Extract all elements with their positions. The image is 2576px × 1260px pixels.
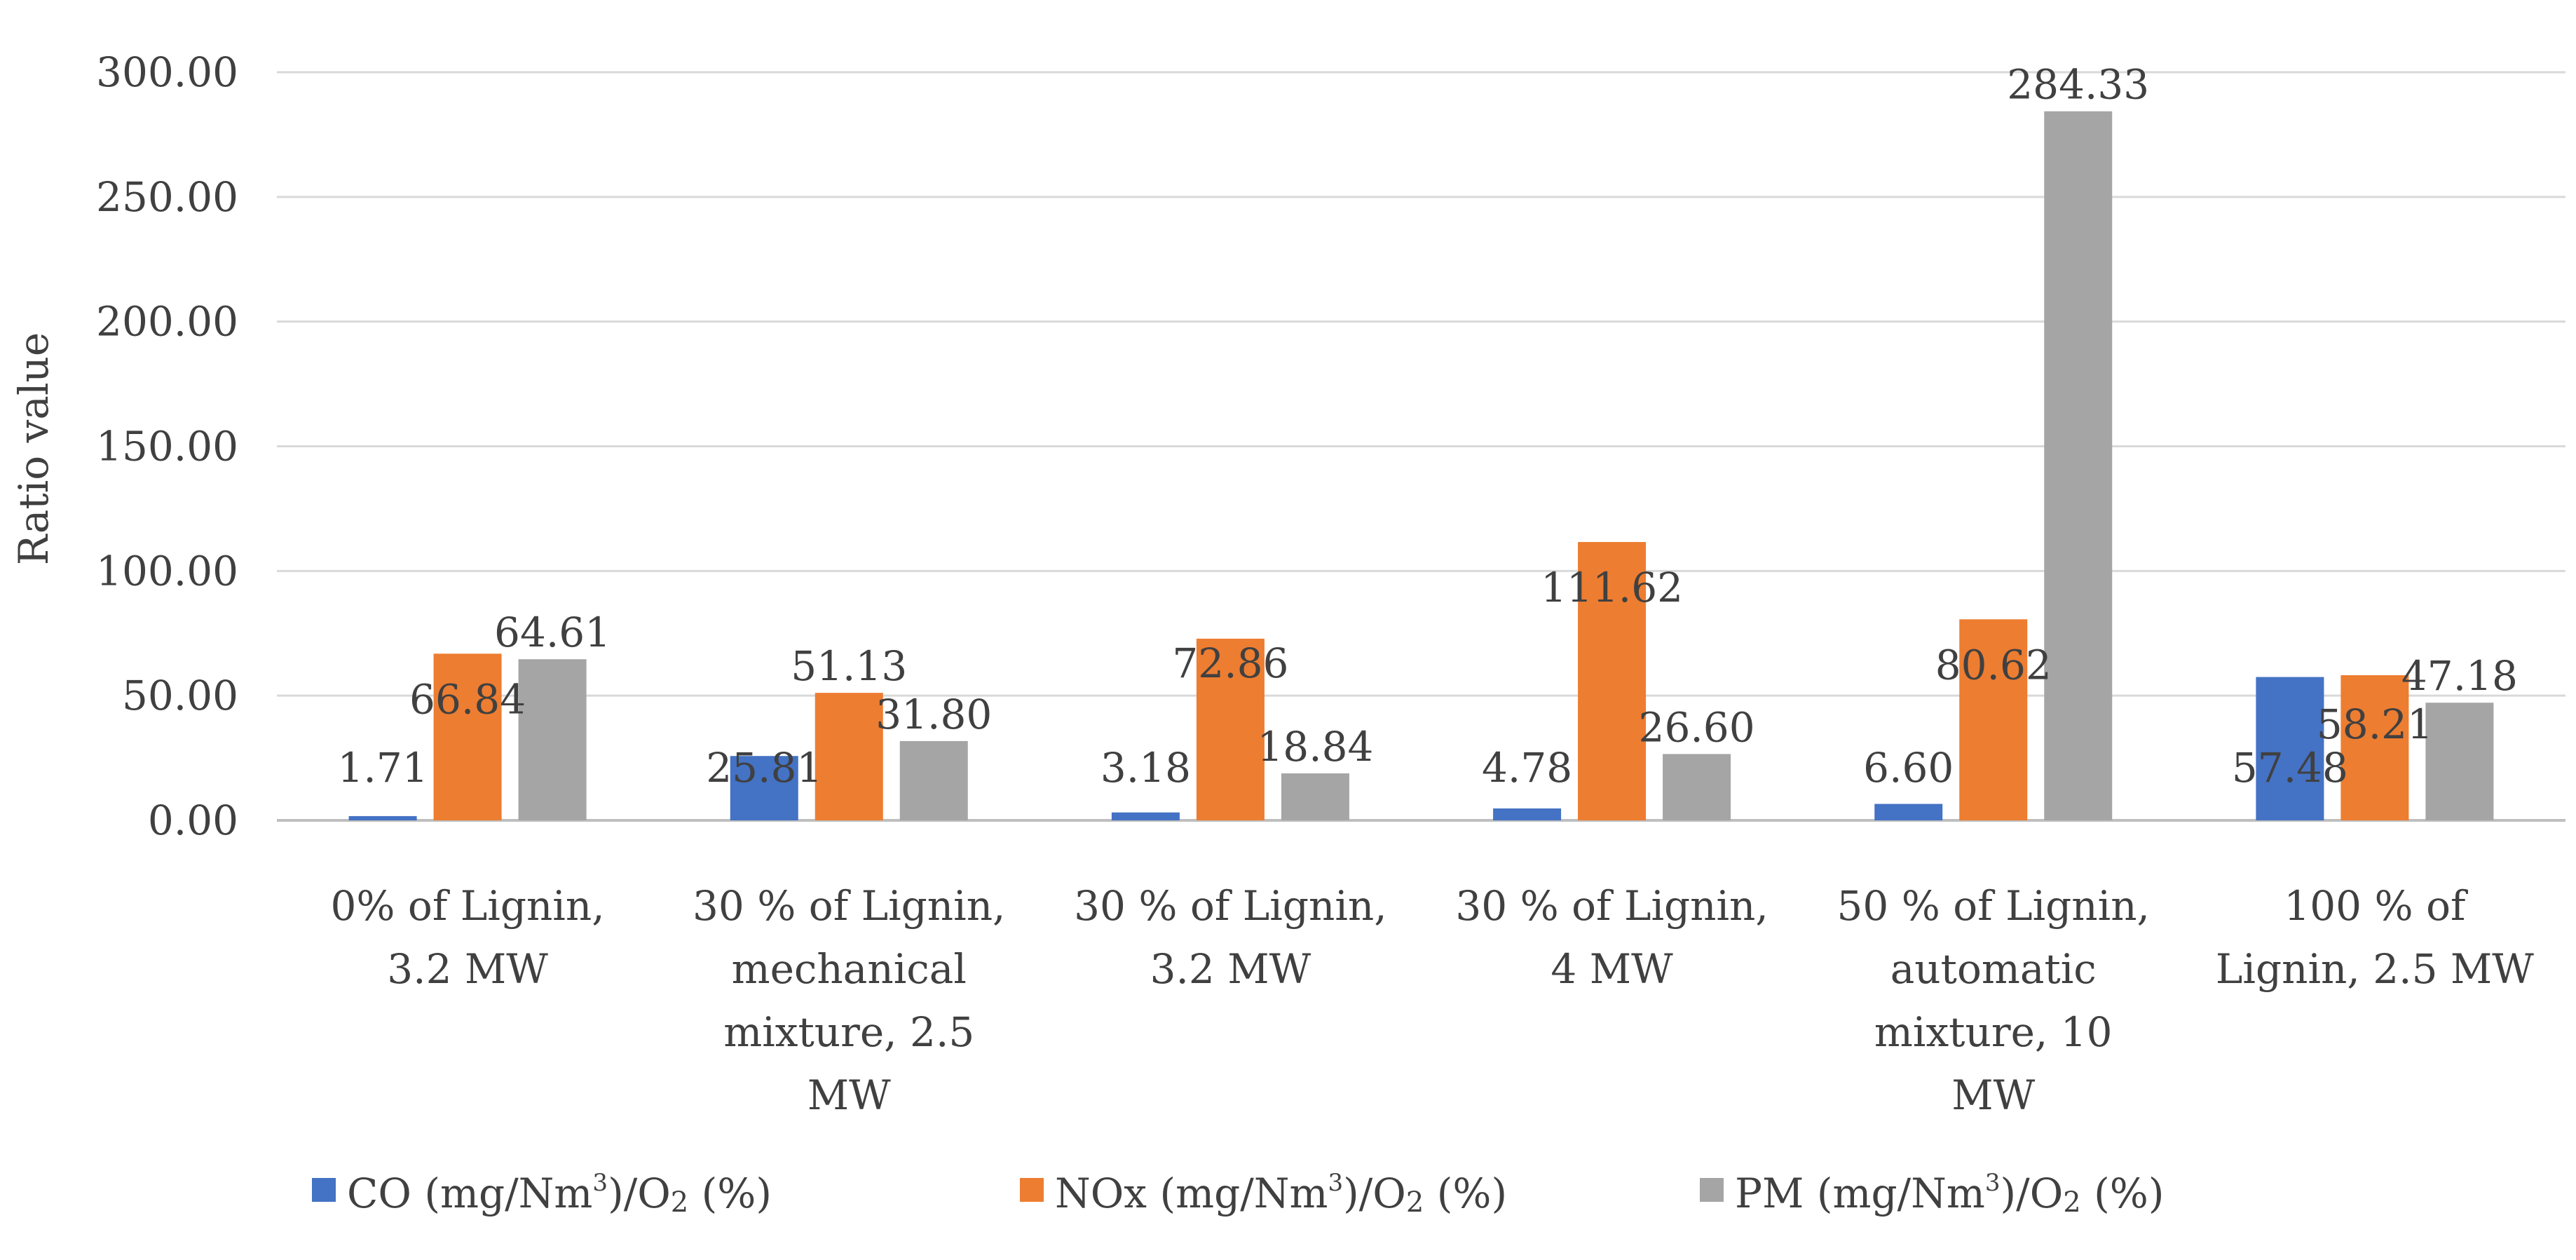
- bar: [1111, 812, 1180, 820]
- data-labels: 1.71 25.81 3.18 4.78 6.60 57.48 66.84 51.13 72.8…: [338, 61, 2518, 792]
- y-tick-label: 50.00: [122, 672, 238, 719]
- data-label: 111.62: [1541, 564, 1683, 611]
- bar: [2044, 111, 2113, 820]
- legend-label: PM (mg/Nm3)/O2 (%): [1735, 1169, 2165, 1219]
- category-label: 30 % of Lignin, 4 MW: [1455, 882, 1769, 993]
- legend-swatch: [312, 1178, 336, 1202]
- data-label: 58.21: [2317, 700, 2433, 748]
- data-label: 57.48: [2232, 744, 2348, 792]
- data-label: 47.18: [2401, 652, 2518, 700]
- data-label: 25.81: [706, 744, 822, 792]
- category-label: 30 % of Lignin, mechanical mixture, 2.5 MW: [693, 882, 1006, 1119]
- legend-label: CO (mg/Nm3)/O2 (%): [347, 1169, 772, 1219]
- category-label: 50 % of Lignin, automatic mixture, 10 MW: [1837, 882, 2151, 1119]
- legend-swatch: [1020, 1178, 1044, 1202]
- legend-swatch: [1700, 1178, 1724, 1202]
- data-label: 66.84: [409, 675, 526, 723]
- bar: [730, 756, 798, 820]
- y-tick-label: 250.00: [96, 173, 238, 221]
- bar: [1493, 808, 1562, 820]
- data-label: 284.33: [2007, 61, 2149, 109]
- data-label: 64.61: [494, 609, 611, 656]
- x-axis-categories: 0% of Lignin, 3.2 MW 30 % of Lignin, mechan…: [330, 882, 2534, 1119]
- bar: [1196, 638, 1265, 820]
- legend: CO (mg/Nm3)/O2 (%) NOx (mg/Nm3)/O2 (%) PM …: [312, 1169, 2165, 1219]
- data-label: 1.71: [338, 744, 428, 792]
- category-label: 100 % of Lignin, 2.5 MW: [2216, 882, 2534, 993]
- data-label: 80.62: [1935, 641, 2052, 689]
- category-label: 30 % of Lignin, 3.2 MW: [1074, 882, 1387, 993]
- legend-label: NOx (mg/Nm3)/O2 (%): [1055, 1169, 1507, 1219]
- y-tick-label: 0.00: [148, 797, 238, 844]
- data-label: 26.60: [1639, 703, 1755, 751]
- data-label: 31.80: [875, 691, 992, 738]
- data-label: 18.84: [1257, 723, 1373, 771]
- y-tick-label: 200.00: [96, 298, 238, 346]
- bar: [2340, 675, 2409, 820]
- bar: [433, 653, 502, 820]
- bar: [1663, 754, 1731, 820]
- y-tick-label: 150.00: [96, 423, 238, 470]
- bar: [1578, 542, 1647, 820]
- bar: [1281, 773, 1349, 820]
- bar: [899, 740, 968, 820]
- data-label: 3.18: [1100, 744, 1191, 792]
- data-label: 72.86: [1172, 639, 1288, 687]
- bars: [348, 111, 2494, 820]
- data-label: 6.60: [1863, 744, 1954, 792]
- y-tick-label: 300.00: [96, 48, 238, 96]
- bar: [348, 815, 417, 820]
- bar: [518, 659, 587, 820]
- y-axis-title: Ratio value: [10, 332, 57, 565]
- bar: [815, 693, 883, 820]
- bar: [2425, 703, 2494, 820]
- data-label: 4.78: [1482, 744, 1572, 792]
- gridlines: [277, 71, 2565, 822]
- bar: [1959, 619, 2028, 820]
- category-label: 0% of Lignin, 3.2 MW: [330, 882, 604, 993]
- y-tick-label: 100.00: [96, 547, 238, 595]
- data-label: 51.13: [791, 642, 907, 690]
- bar: [1874, 804, 1943, 820]
- bar: [2256, 677, 2324, 820]
- y-axis-ticks: 0.00 50.00 100.00 150.00 200.00 250.00 300.00: [96, 48, 238, 844]
